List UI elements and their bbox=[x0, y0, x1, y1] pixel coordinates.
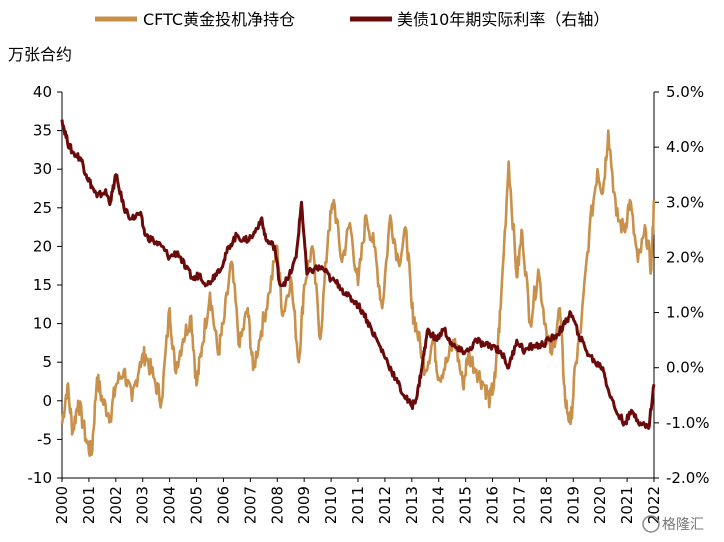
x-tick-label: 2005 bbox=[188, 486, 206, 524]
right-tick-label: 3.0% bbox=[666, 193, 704, 211]
x-tick-label: 2010 bbox=[322, 486, 340, 524]
x-tick-label: 2016 bbox=[484, 486, 502, 524]
x-tick-label: 2017 bbox=[510, 486, 528, 524]
x-axis: 2000 2001 2002 2003 2004 2005 2006 2007 2008 2009… bbox=[53, 478, 663, 524]
x-tick-label: 2009 bbox=[295, 486, 313, 524]
left-tick-label: 20 bbox=[33, 237, 52, 255]
x-tick-label: 2006 bbox=[214, 486, 232, 524]
left-axis-unit: 万张合约 bbox=[8, 45, 72, 64]
series-group bbox=[60, 119, 656, 457]
left-tick-label: 40 bbox=[33, 83, 52, 101]
right-tick-label: 4.0% bbox=[666, 138, 704, 156]
left-tick-label: 5 bbox=[42, 353, 52, 371]
left-tick-label: 30 bbox=[33, 160, 52, 178]
x-tick-label: 2000 bbox=[53, 486, 71, 524]
x-tick-label: 2008 bbox=[268, 486, 286, 524]
x-tick-label: 2004 bbox=[161, 486, 179, 524]
right-tick-label: -2.0% bbox=[666, 469, 710, 487]
right-tick-label: 5.0% bbox=[666, 83, 704, 101]
left-axis: 40 35 30 25 20 15 10 5 0 -5 -10 bbox=[28, 83, 62, 487]
right-tick-label: -1.0% bbox=[666, 414, 710, 432]
series-line-real-rate bbox=[60, 119, 656, 430]
x-tick-label: 2018 bbox=[537, 486, 555, 524]
left-tick-label: 15 bbox=[33, 276, 52, 294]
x-tick-label: 2003 bbox=[134, 486, 152, 524]
x-tick-label: 2007 bbox=[241, 486, 259, 524]
x-tick-label: 2021 bbox=[618, 486, 636, 524]
legend: CFTC黄金投机净持仓 美债10年期实际利率（右轴） bbox=[95, 10, 609, 29]
right-tick-label: 2.0% bbox=[666, 248, 704, 266]
watermark-logo-icon bbox=[642, 515, 660, 533]
right-tick-label: 1.0% bbox=[666, 304, 704, 322]
x-tick-label: 2022 bbox=[645, 486, 663, 524]
watermark-text: 格隆汇 bbox=[662, 517, 704, 533]
x-tick-label: 2020 bbox=[591, 486, 609, 524]
right-axis: 5.0% 4.0% 3.0% 2.0% 1.0% 0.0% -1.0% -2.0% bbox=[654, 83, 710, 487]
x-tick-label: 2014 bbox=[430, 486, 448, 524]
watermark: 格隆汇 bbox=[642, 515, 704, 533]
x-tick-label: 2019 bbox=[564, 486, 582, 524]
x-tick-label: 2011 bbox=[349, 486, 367, 524]
left-tick-label: 25 bbox=[33, 199, 52, 217]
series-line-gold-position bbox=[60, 129, 656, 457]
left-tick-label: 10 bbox=[33, 315, 52, 333]
left-tick-label: -5 bbox=[37, 430, 52, 448]
x-tick-label: 2013 bbox=[403, 486, 421, 524]
legend-label-real-rate: 美债10年期实际利率（右轴） bbox=[397, 10, 609, 29]
left-tick-label: -10 bbox=[28, 469, 53, 487]
left-tick-label: 35 bbox=[33, 122, 52, 140]
left-tick-label: 0 bbox=[42, 392, 52, 410]
x-tick-label: 2001 bbox=[80, 486, 98, 524]
right-tick-label: 0.0% bbox=[666, 359, 704, 377]
x-tick-label: 2015 bbox=[457, 486, 475, 524]
x-tick-label: 2012 bbox=[376, 486, 394, 524]
x-tick-label: 2002 bbox=[107, 486, 125, 524]
legend-label-gold-position: CFTC黄金投机净持仓 bbox=[143, 10, 295, 29]
